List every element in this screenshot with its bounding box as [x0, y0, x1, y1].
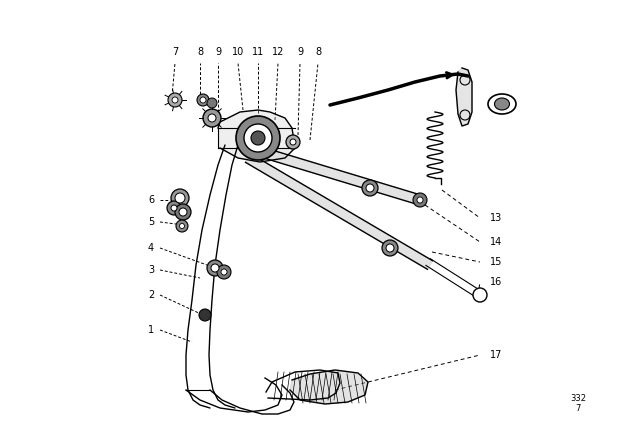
Text: 11: 11 — [252, 47, 264, 57]
Circle shape — [203, 109, 221, 127]
Text: 12: 12 — [272, 47, 284, 57]
Circle shape — [179, 224, 184, 228]
Circle shape — [167, 201, 181, 215]
Text: 9: 9 — [215, 47, 221, 57]
Text: 8: 8 — [197, 47, 203, 57]
Circle shape — [413, 193, 427, 207]
Circle shape — [362, 180, 378, 196]
Circle shape — [171, 189, 189, 207]
Circle shape — [217, 265, 231, 279]
Circle shape — [473, 288, 487, 302]
Text: 1: 1 — [148, 325, 154, 335]
Text: 16: 16 — [490, 277, 502, 287]
Circle shape — [366, 184, 374, 192]
Polygon shape — [246, 154, 433, 269]
Text: 7: 7 — [575, 404, 580, 413]
Circle shape — [386, 244, 394, 252]
Circle shape — [200, 97, 206, 103]
Text: 15: 15 — [490, 257, 502, 267]
Text: 3: 3 — [148, 265, 154, 275]
Text: 6: 6 — [148, 195, 154, 205]
Circle shape — [179, 208, 187, 216]
Polygon shape — [456, 68, 472, 126]
Circle shape — [172, 97, 178, 103]
Circle shape — [211, 264, 219, 272]
Ellipse shape — [495, 98, 509, 110]
Text: 13: 13 — [490, 213, 502, 223]
Text: 17: 17 — [490, 350, 502, 360]
Circle shape — [175, 193, 185, 203]
Text: 4: 4 — [148, 243, 154, 253]
Circle shape — [207, 98, 217, 108]
Circle shape — [168, 93, 182, 107]
Ellipse shape — [488, 94, 516, 114]
Circle shape — [176, 220, 188, 232]
Circle shape — [207, 260, 223, 276]
Polygon shape — [246, 143, 422, 205]
Text: 332: 332 — [570, 393, 586, 402]
Circle shape — [251, 131, 265, 145]
Text: 14: 14 — [490, 237, 502, 247]
Circle shape — [417, 197, 423, 203]
Circle shape — [382, 240, 398, 256]
Circle shape — [197, 94, 209, 106]
Text: 10: 10 — [232, 47, 244, 57]
Circle shape — [171, 205, 177, 211]
Circle shape — [221, 269, 227, 275]
Circle shape — [244, 124, 272, 152]
Circle shape — [208, 114, 216, 122]
Text: 7: 7 — [172, 47, 178, 57]
Polygon shape — [218, 110, 295, 162]
Circle shape — [199, 309, 211, 321]
Text: 5: 5 — [148, 217, 154, 227]
Text: 9: 9 — [297, 47, 303, 57]
Circle shape — [175, 204, 191, 220]
Circle shape — [290, 139, 296, 145]
Text: 8: 8 — [315, 47, 321, 57]
Circle shape — [286, 135, 300, 149]
Polygon shape — [290, 370, 368, 404]
Circle shape — [236, 116, 280, 160]
Text: 2: 2 — [148, 290, 154, 300]
